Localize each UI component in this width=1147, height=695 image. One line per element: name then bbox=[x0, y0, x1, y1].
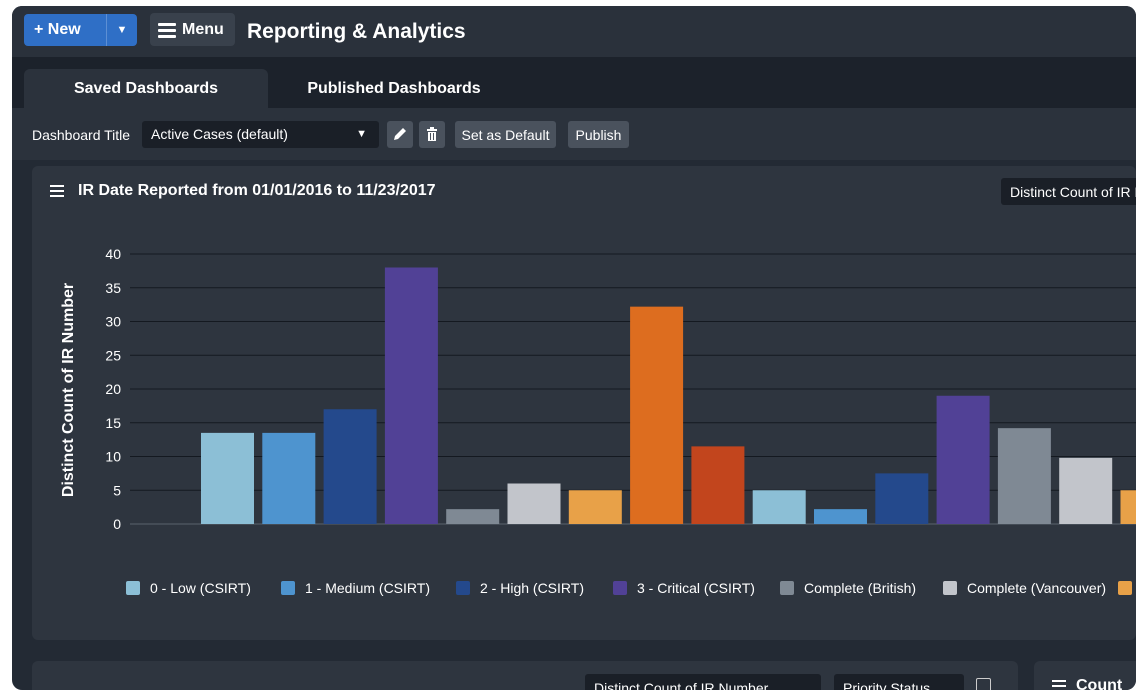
legend-swatch bbox=[281, 581, 295, 595]
bar bbox=[262, 432, 316, 524]
legend-swatch bbox=[943, 581, 957, 595]
bar bbox=[1059, 457, 1113, 524]
legend-swatch bbox=[456, 581, 470, 595]
third-panel-menu-icon[interactable] bbox=[1052, 680, 1066, 690]
trash-icon bbox=[427, 127, 437, 141]
legend-swatch bbox=[613, 581, 627, 595]
y-tick-label: 10 bbox=[105, 449, 121, 465]
y-tick-label: 0 bbox=[113, 516, 121, 532]
legend-label: 0 - Low (CSIRT) bbox=[150, 580, 251, 596]
tab-saved-dashboards[interactable]: Saved Dashboards bbox=[24, 69, 268, 108]
chart-title: IR Date Reported from 01/01/2016 to 11/2… bbox=[78, 182, 436, 199]
dashboard-tabs: Saved Dashboards Published Dashboards bbox=[12, 57, 1136, 108]
menu-button[interactable]: Menu bbox=[150, 13, 235, 46]
bar bbox=[446, 509, 500, 524]
delete-dashboard-button[interactable] bbox=[419, 121, 445, 148]
y-tick-label: 35 bbox=[105, 280, 121, 296]
y-axis-label: Distinct Count of IR Number bbox=[60, 283, 77, 497]
legend-swatch bbox=[1118, 581, 1132, 595]
legend-label: Complete (British) bbox=[804, 580, 916, 596]
third-panel-title: Count bbox=[1052, 677, 1122, 690]
new-button[interactable]: + New ▼ bbox=[24, 14, 137, 46]
new-button-label[interactable]: + New bbox=[34, 21, 81, 38]
dashboard-select-value: Active Cases (default) bbox=[151, 126, 288, 142]
hamburger-icon bbox=[158, 22, 176, 38]
bar bbox=[630, 306, 684, 524]
panel-menu-icon[interactable] bbox=[50, 185, 64, 197]
second-chart-panel: Distinct Count of IR Number Priority Sta… bbox=[32, 661, 1018, 690]
y-tick-label: 40 bbox=[105, 246, 121, 262]
third-chart-panel: Count bbox=[1034, 661, 1136, 690]
legend-swatch bbox=[126, 581, 140, 595]
bar bbox=[1120, 490, 1136, 524]
bar bbox=[691, 446, 745, 524]
third-panel-title-text: Count bbox=[1076, 677, 1123, 690]
bar bbox=[814, 509, 867, 524]
bar bbox=[997, 428, 1051, 524]
set-as-default-button[interactable]: Set as Default bbox=[455, 121, 556, 148]
bar bbox=[752, 490, 806, 524]
toggle-checkbox[interactable] bbox=[976, 678, 991, 690]
tab-published-dashboards[interactable]: Published Dashboards bbox=[307, 79, 481, 97]
pencil-icon bbox=[394, 128, 406, 140]
bar bbox=[936, 395, 990, 524]
y-tick-label: 25 bbox=[105, 347, 121, 363]
dashboard-toolbar: Dashboard Title Active Cases (default) ▼… bbox=[12, 108, 1136, 160]
legend-label: 1 - Medium (CSIRT) bbox=[305, 580, 430, 596]
bar bbox=[568, 490, 622, 524]
second-measure-select[interactable]: Distinct Count of IR Number bbox=[585, 674, 821, 690]
edit-dashboard-button[interactable] bbox=[387, 121, 413, 148]
bar bbox=[875, 473, 929, 524]
group-by-select[interactable]: Priority Status bbox=[834, 674, 964, 690]
top-bar: + New ▼ Menu Reporting & Analytics bbox=[12, 6, 1136, 57]
y-tick-label: 30 bbox=[105, 314, 121, 330]
bar bbox=[201, 432, 254, 524]
page-title: Reporting & Analytics bbox=[247, 20, 466, 43]
app-window: + New ▼ Menu Reporting & Analytics Saved… bbox=[12, 6, 1136, 690]
new-dropdown-icon[interactable]: ▼ bbox=[116, 24, 128, 36]
publish-button[interactable]: Publish bbox=[568, 121, 629, 148]
new-button-divider bbox=[106, 14, 107, 46]
chevron-down-icon: ▼ bbox=[356, 128, 367, 140]
dashboard-select[interactable]: Active Cases (default) ▼ bbox=[142, 121, 379, 148]
bar bbox=[507, 483, 561, 524]
dashboard-title-label: Dashboard Title bbox=[32, 127, 131, 143]
bar bbox=[384, 267, 438, 524]
measure-select[interactable]: Distinct Count of IR Number bbox=[1001, 178, 1136, 205]
y-tick-label: 15 bbox=[105, 415, 121, 431]
menu-button-label: Menu bbox=[182, 20, 224, 38]
legend-label: 3 - Critical (CSIRT) bbox=[637, 580, 755, 596]
legend-label: Complete (Vancouver) bbox=[967, 580, 1106, 596]
bar bbox=[323, 409, 377, 524]
y-tick-label: 20 bbox=[105, 381, 121, 397]
legend-swatch bbox=[780, 581, 794, 595]
chart-panel: IR Date Reported from 01/01/2016 to 11/2… bbox=[32, 166, 1136, 640]
legend-label: 2 - High (CSIRT) bbox=[480, 580, 584, 596]
y-tick-label: 5 bbox=[113, 482, 121, 498]
bar-chart: 0 5 10 15 20 25 30 35 40 Distinct Count of IR Num… bbox=[60, 246, 1136, 596]
